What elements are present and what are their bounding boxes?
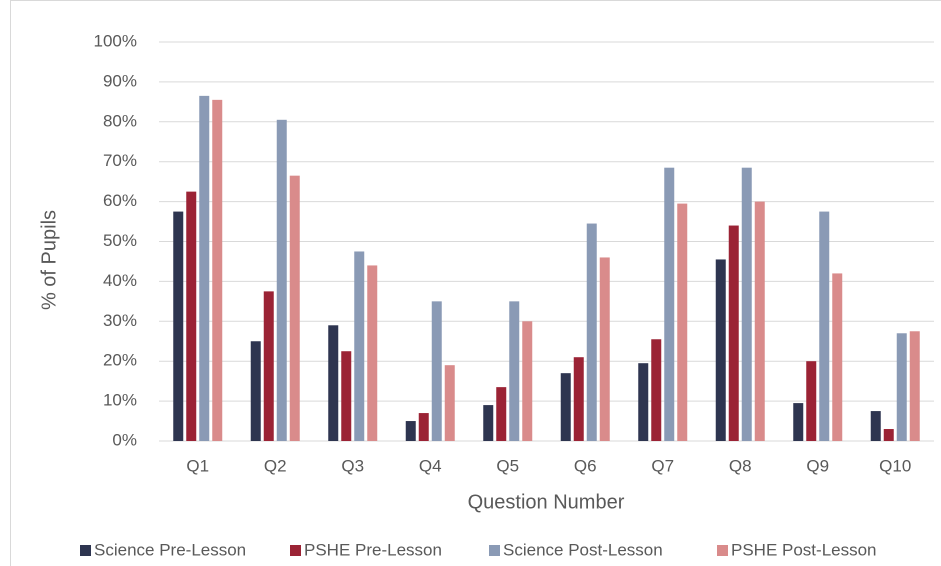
y-tick-label: 10% <box>103 391 137 410</box>
bar <box>896 333 907 441</box>
x-tick-label: Q5 <box>496 456 519 475</box>
x-axis-title: Question Number <box>468 491 625 513</box>
x-tick-label: Q1 <box>186 456 209 475</box>
bar <box>754 201 765 441</box>
bar <box>909 331 920 441</box>
bar <box>638 363 649 441</box>
y-tick-label: 100% <box>94 31 137 50</box>
bar <box>522 321 533 441</box>
chart-border <box>10 0 941 566</box>
bar <box>250 341 261 441</box>
x-tick-label: Q3 <box>341 456 364 475</box>
y-tick-label: 20% <box>103 351 137 370</box>
bar <box>599 257 610 441</box>
legend-swatch <box>717 545 728 556</box>
bar <box>289 175 300 442</box>
legend-swatch <box>80 545 91 556</box>
bar <box>431 301 442 441</box>
bar <box>573 357 584 441</box>
bar <box>819 211 830 441</box>
bar <box>496 387 507 441</box>
y-axis-title: % of Pupils <box>38 210 60 310</box>
bar <box>173 211 184 441</box>
bar <box>677 203 688 441</box>
bar <box>806 361 817 441</box>
y-tick-label: 0% <box>112 430 137 449</box>
bar <box>263 291 274 441</box>
legend-label: PSHE Post-Lesson <box>731 540 877 559</box>
bar <box>728 225 739 441</box>
x-tick-label: Q8 <box>729 456 752 475</box>
bar <box>444 365 455 441</box>
legend-swatch <box>489 545 500 556</box>
bar <box>832 273 843 441</box>
y-tick-label: 30% <box>103 311 137 330</box>
bar <box>367 265 378 441</box>
bar <box>354 251 365 441</box>
y-tick-label: 70% <box>103 151 137 170</box>
x-tick-label: Q2 <box>264 456 287 475</box>
bar <box>664 167 675 441</box>
bar <box>509 301 520 441</box>
bar <box>199 95 210 442</box>
bar <box>418 413 429 441</box>
y-tick-label: 50% <box>103 231 137 250</box>
bar <box>883 429 894 441</box>
legend-label: PSHE Pre-Lesson <box>304 540 442 559</box>
bar <box>483 405 494 441</box>
bar <box>586 223 597 441</box>
legend-label: Science Pre-Lesson <box>94 540 246 559</box>
bar <box>741 167 752 441</box>
x-tick-label: Q4 <box>419 456 442 475</box>
bar <box>715 259 726 441</box>
bar <box>328 325 339 441</box>
y-tick-label: 80% <box>103 111 137 130</box>
bar <box>793 403 804 441</box>
y-tick-label: 60% <box>103 191 137 210</box>
legend-label: Science Post-Lesson <box>503 540 663 559</box>
bar <box>560 373 571 441</box>
bar <box>341 351 352 441</box>
bar <box>276 119 287 442</box>
x-tick-label: Q10 <box>879 456 911 475</box>
x-tick-label: Q6 <box>574 456 597 475</box>
y-tick-label: 90% <box>103 71 137 90</box>
bar <box>651 339 662 441</box>
legend-swatch <box>290 545 301 556</box>
bar <box>870 411 881 441</box>
bar <box>405 421 416 441</box>
y-tick-label: 40% <box>103 271 137 290</box>
x-tick-label: Q7 <box>651 456 674 475</box>
x-tick-label: Q9 <box>806 456 829 475</box>
bar <box>212 99 223 441</box>
bar <box>186 191 197 441</box>
